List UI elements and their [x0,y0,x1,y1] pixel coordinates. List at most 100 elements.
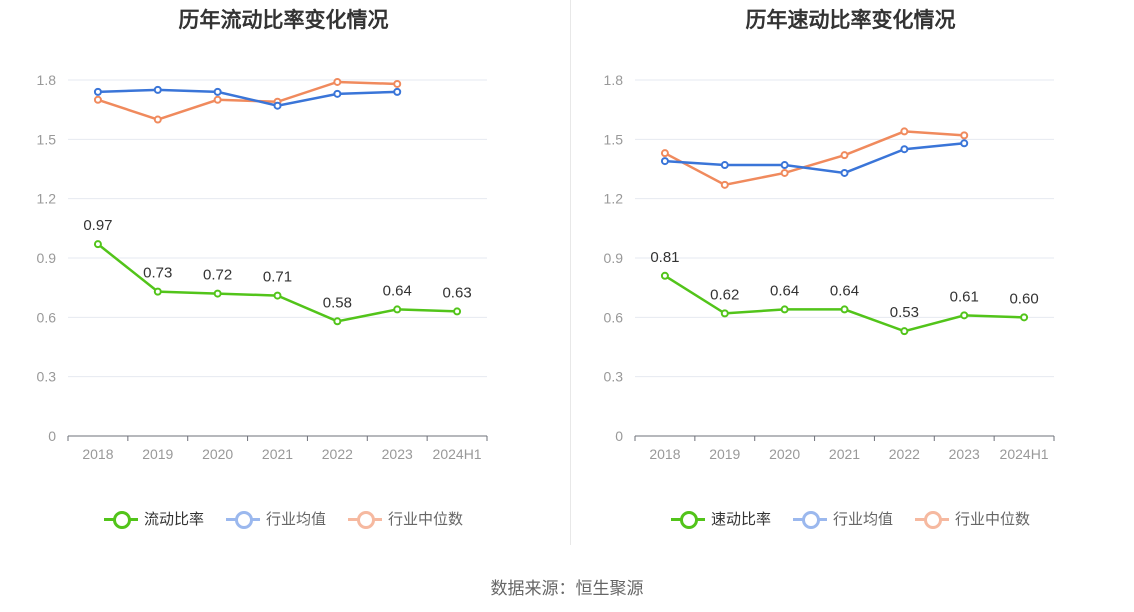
y-tick-label: 1.5 [37,131,57,147]
data-label: 0.64 [383,282,412,299]
x-tick-label: 2024H1 [1000,446,1049,462]
data-point [393,305,402,314]
legend-item-industry-median[interactable]: 行业中位数 [915,508,1030,529]
data-label: 0.81 [650,249,679,266]
data-point [93,240,102,249]
legend-label: 行业均值 [265,511,326,528]
data-point [960,311,969,320]
y-tick-label: 1.2 [37,191,57,207]
legend-line-circle-icon [792,510,827,529]
panel-divider [570,0,571,545]
data-label: 0.72 [203,267,232,284]
y-tick-label: 0.3 [604,369,624,385]
legend-label: 速动比率 [710,511,771,528]
data-point [1020,313,1029,322]
quick-ratio-chart: 历年速动比率变化情况 0 0.3 0.6 0.9 1.2 1.5 1.8 2018 2019 20… [567,0,1134,560]
data-label: 0.53 [890,304,919,321]
data-source-note: 数据来源：恒生聚源 [490,579,644,598]
x-tick-label: 2024H1 [433,446,482,462]
data-point [780,305,789,314]
data-point [333,89,342,98]
series-line [664,142,965,175]
data-point [900,127,909,136]
data-point [393,87,402,96]
data-point [840,168,849,177]
y-tick-label: 0 [615,428,623,444]
data-label: 0.97 [83,217,112,234]
x-tick-label: 2021 [829,446,860,462]
data-point [960,139,969,148]
data-point [213,95,222,104]
current-ratio-plot: 0 0.3 0.6 0.9 1.2 1.5 1.8 2018 2019 2020 2021 2022 2… [37,72,488,462]
legend-line-circle-icon [103,510,138,529]
data-point [213,289,222,298]
data-point [273,291,282,300]
data-point [153,85,162,94]
data-point [780,161,789,170]
data-point [780,168,789,177]
data-point [153,115,162,124]
data-point [660,157,669,166]
x-tick-label: 2020 [202,446,233,462]
x-tick-label: 2022 [889,446,920,462]
data-point [720,161,729,170]
data-point [93,87,102,96]
data-point [660,271,669,280]
y-tick-label: 0.6 [37,309,57,325]
data-label: 0.60 [1009,290,1038,307]
x-tick-label: 2018 [82,446,113,462]
series-line [97,80,398,121]
chart-title: 历年速动比率变化情况 [745,9,956,32]
y-tick-label: 0 [48,428,56,444]
data-label: 0.71 [263,269,292,286]
x-tick-label: 2022 [322,446,353,462]
data-point [840,305,849,314]
chart-legend: 速动比率 行业均值 行业中位数 [567,508,1134,529]
y-tick-label: 0.9 [604,250,624,266]
legend-label: 行业中位数 [955,511,1031,528]
legend-line-circle-icon [915,510,949,529]
x-tick-label: 2020 [769,446,800,462]
data-label: 0.62 [710,286,739,303]
data-point [213,87,222,96]
data-point [720,309,729,318]
x-tick-label: 2019 [709,446,740,462]
x-tick-label: 2023 [949,446,980,462]
data-point [840,151,849,160]
y-tick-label: 1.8 [604,72,624,88]
legend-label: 流动比率 [143,511,204,528]
data-label: 0.64 [830,282,859,299]
y-tick-label: 1.8 [37,72,57,88]
y-tick-label: 0.3 [37,369,57,385]
legend-item-current-ratio[interactable]: 流动比率 [103,508,204,529]
x-tick-label: 2019 [142,446,173,462]
quick-ratio-plot: 0 0.3 0.6 0.9 1.2 1.5 1.8 2018 2019 2020 2021 2022 2… [604,72,1055,462]
legend-item-industry-mean[interactable]: 行业均值 [792,508,893,529]
y-tick-label: 0.9 [37,250,57,266]
data-point [720,180,729,189]
data-label: 0.64 [770,282,799,299]
data-label: 0.58 [323,294,352,311]
legend-label: 行业中位数 [388,511,464,528]
data-label: 0.61 [950,288,979,305]
legend-item-quick-ratio[interactable]: 速动比率 [670,508,771,529]
chart-legend: 流动比率 行业均值 行业中位数 [0,508,567,529]
legend-line-circle-icon [670,510,705,529]
legend-label: 行业均值 [832,511,893,528]
data-point [660,149,669,158]
data-point [333,317,342,326]
data-point [453,307,462,316]
y-tick-label: 0.6 [604,309,624,325]
data-point [960,131,969,140]
data-point [900,327,909,336]
legend-item-industry-median[interactable]: 行业中位数 [348,508,463,529]
y-tick-label: 1.5 [604,131,624,147]
series-line [97,88,398,107]
data-point [900,145,909,154]
legend-item-industry-mean[interactable]: 行业均值 [225,508,326,529]
y-tick-label: 1.2 [604,191,624,207]
legend-line-circle-icon [225,510,260,529]
data-point [93,95,102,104]
data-point [273,101,282,110]
x-tick-label: 2018 [649,446,680,462]
